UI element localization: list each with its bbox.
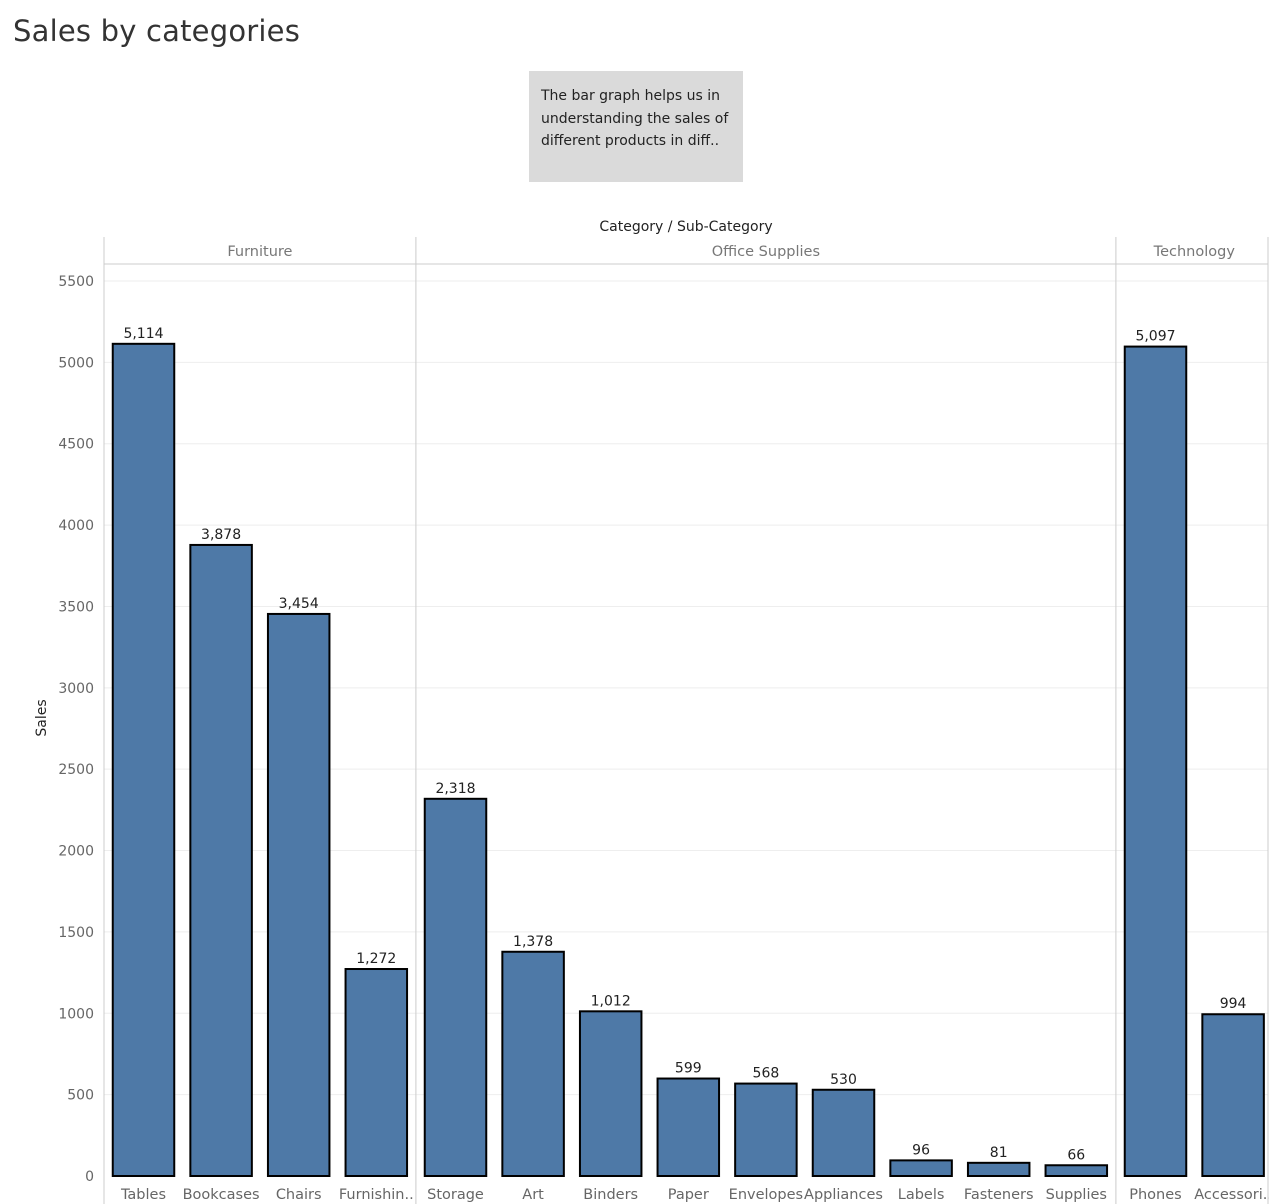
data-label: 1,272	[356, 951, 396, 967]
bar-envelopes	[734, 1082, 798, 1178]
y-tick-label: 5500	[58, 274, 94, 290]
y-tick-label: 4000	[58, 518, 94, 534]
x-tick-label: Phones	[1129, 1187, 1181, 1203]
data-label: 1,012	[591, 993, 631, 1009]
bar-furnishin	[344, 968, 409, 1178]
x-tick-label: Art	[522, 1187, 544, 1203]
data-label: 3,878	[201, 527, 241, 543]
chart-caption-box: The bar graph helps us in understanding …	[529, 71, 743, 182]
y-tick-label: 4500	[58, 437, 94, 453]
x-tick-label: Fasteners	[964, 1187, 1034, 1203]
bar-chairs	[266, 612, 331, 1177]
data-label: 96	[912, 1142, 930, 1158]
bar-phones	[1123, 345, 1188, 1177]
y-tick-label: 500	[67, 1088, 94, 1104]
data-label: 5,097	[1135, 329, 1175, 345]
page-title: Sales by categories	[13, 14, 301, 48]
y-tick-label: 2000	[58, 844, 94, 860]
bar-fasteners	[966, 1161, 1031, 1178]
bar-supplies	[1044, 1164, 1109, 1178]
y-tick-label: 1000	[58, 1006, 94, 1022]
data-label: 994	[1220, 996, 1247, 1012]
bar-paper	[656, 1077, 721, 1177]
bar-appliances	[811, 1088, 876, 1177]
data-label: 530	[830, 1072, 857, 1088]
category-header: Office Supplies	[712, 244, 820, 260]
x-tick-label: Bookcases	[183, 1187, 260, 1203]
x-axis-title: Category / Sub-Category	[599, 219, 772, 235]
x-tick-label: Chairs	[276, 1187, 322, 1203]
x-tick-label: Envelopes	[729, 1187, 803, 1203]
x-tick-label: Supplies	[1046, 1187, 1107, 1203]
x-tick-label: Accessori..	[1194, 1187, 1269, 1203]
x-tick-label: Paper	[668, 1187, 709, 1203]
bar-bookcases	[189, 543, 253, 1177]
x-tick-label: Binders	[583, 1187, 638, 1203]
y-tick-label: 0	[85, 1169, 94, 1185]
bar-labels	[889, 1159, 953, 1177]
x-tick-label: Tables	[120, 1187, 166, 1203]
data-label: 5,114	[123, 326, 163, 342]
y-tick-label: 3000	[58, 681, 94, 697]
y-axis-title: Sales	[34, 699, 50, 736]
bar-accessori	[1201, 1013, 1265, 1177]
y-tick-label: 2500	[58, 762, 94, 778]
data-label: 81	[990, 1145, 1008, 1161]
y-tick-label: 1500	[58, 925, 94, 941]
data-label: 568	[753, 1066, 780, 1082]
bar-storage	[423, 797, 488, 1177]
bar-tables	[111, 342, 176, 1177]
y-tick-label: 3500	[58, 599, 94, 615]
y-tick-label: 5000	[58, 355, 94, 371]
bar-binders	[578, 1010, 643, 1177]
bar-art	[501, 950, 565, 1178]
category-header: Technology	[1153, 244, 1236, 260]
data-label: 599	[675, 1061, 702, 1077]
x-tick-label: Labels	[898, 1187, 945, 1203]
data-label: 66	[1067, 1147, 1085, 1163]
x-tick-label: Furnishin..	[339, 1187, 414, 1203]
data-label: 2,318	[435, 781, 475, 797]
x-tick-label: Appliances	[804, 1187, 883, 1203]
x-tick-label: Storage	[427, 1187, 484, 1203]
category-header: Furniture	[227, 244, 292, 260]
data-label: 1,378	[513, 934, 553, 950]
data-label: 3,454	[279, 596, 319, 612]
